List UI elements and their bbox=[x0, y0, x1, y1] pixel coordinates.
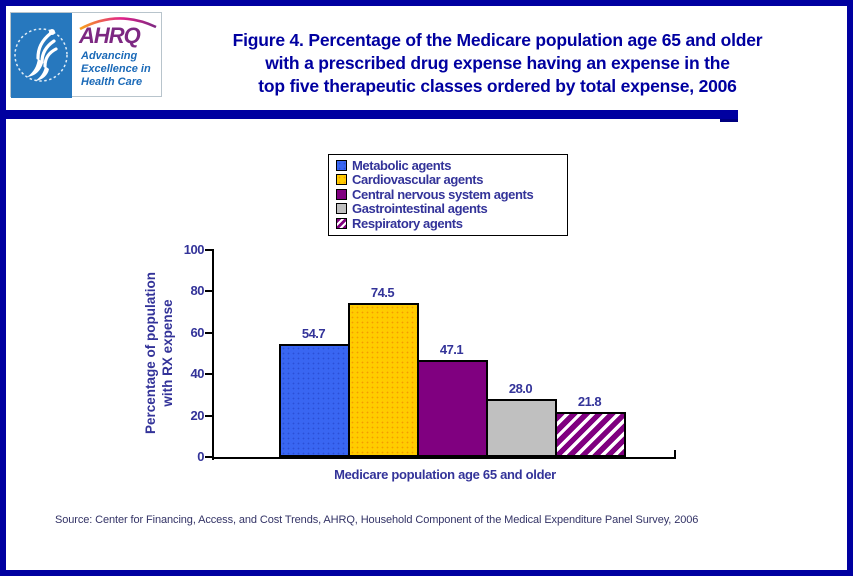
bar-value-label: 74.5 bbox=[370, 285, 395, 300]
hhs-logo-icon bbox=[11, 13, 72, 98]
legend-swatch-icon bbox=[336, 159, 347, 171]
y-tick-mark bbox=[205, 290, 214, 293]
bar-gastrointestinal-agents bbox=[486, 399, 557, 457]
x-axis-title: Medicare population age 65 and older bbox=[334, 467, 556, 482]
y-tick-mark bbox=[205, 456, 214, 458]
legend-swatch-icon bbox=[336, 188, 347, 200]
y-tick-label: 60 bbox=[190, 324, 205, 340]
y-tick-label: 20 bbox=[190, 407, 205, 423]
ahrq-hhs-logo: AHRQ Advancing Excellence in Health Care bbox=[10, 12, 162, 98]
y-tick-label: 100 bbox=[183, 242, 205, 257]
source-note: Source: Center for Financing, Access, an… bbox=[55, 514, 699, 526]
figure-title-line: with a prescribed drug expense having an… bbox=[265, 53, 730, 73]
plot-area: 0 20 40 60 80 100 54.7 74.5 47.1 28.0 21.8 bbox=[184, 242, 676, 464]
bar-cardiovascular-agents bbox=[348, 303, 419, 457]
title-divider-shadow bbox=[720, 119, 738, 122]
hhs-eagle-icon bbox=[11, 13, 72, 98]
legend-item-gastrointestinal-agents: Gastrointestinal agents bbox=[336, 201, 561, 217]
bar-value-label: 28.0 bbox=[508, 381, 533, 396]
legend-item-cardiovascular-agents: Cardiovascular agents bbox=[336, 172, 561, 188]
x-axis-line bbox=[212, 457, 676, 459]
y-tick-mark bbox=[205, 331, 214, 334]
y-tick-label: 40 bbox=[190, 366, 205, 382]
tagline-line: Excellence in bbox=[81, 63, 151, 75]
ahrq-logo-text: AHRQ bbox=[79, 23, 141, 48]
bar-value-label: 21.8 bbox=[577, 394, 602, 409]
chart-legend: Metabolic agents Cardiovascular agents Cen… bbox=[328, 154, 568, 236]
legend-label: Central nervous system agents bbox=[352, 186, 534, 202]
y-tick-mark bbox=[205, 414, 214, 417]
figure-title: Figure 4. Percentage of the Medicare pop… bbox=[156, 29, 839, 98]
legend-item-central-nervous-system-agents: Central nervous system agents bbox=[336, 187, 561, 202]
ahrq-tagline: Advancing Excellence in Health Care bbox=[81, 50, 151, 89]
bar-central-nervous-system-agents bbox=[417, 360, 488, 457]
legend-swatch-icon bbox=[336, 203, 347, 215]
y-axis-line bbox=[212, 250, 214, 460]
bar-respiratory-agents bbox=[555, 412, 626, 457]
figure-title-line: Figure 4. Percentage of the Medicare pop… bbox=[232, 30, 763, 50]
legend-label: Respiratory agents bbox=[352, 215, 463, 231]
bar-value-label: 54.7 bbox=[301, 326, 326, 341]
y-tick-mark bbox=[205, 373, 214, 376]
bar-value-label: 47.1 bbox=[439, 342, 464, 357]
y-tick-label: 80 bbox=[190, 283, 205, 299]
tagline-line: Health Care bbox=[81, 76, 143, 88]
legend-swatch-icon bbox=[336, 217, 347, 229]
figure-title-line: top five therapeutic classes ordered by … bbox=[258, 76, 737, 96]
rainbow-arc-icon bbox=[79, 17, 157, 31]
legend-label: Gastrointestinal agents bbox=[352, 201, 488, 217]
y-axis-title-line: Percentage of population bbox=[143, 271, 158, 435]
bar-metabolic-agents bbox=[279, 344, 350, 457]
y-tick-mark bbox=[205, 249, 214, 252]
title-divider-bar bbox=[6, 110, 738, 119]
legend-items: Metabolic agents Cardiovascular agents Cen… bbox=[336, 158, 561, 231]
legend-item-respiratory-agents: Respiratory agents bbox=[336, 216, 561, 231]
x-axis-end-tick bbox=[674, 450, 676, 458]
legend-label: Metabolic agents bbox=[352, 157, 452, 173]
tagline-line: Advancing bbox=[81, 50, 138, 62]
y-tick-label: 0 bbox=[197, 449, 204, 464]
legend-swatch-icon bbox=[336, 174, 347, 186]
legend-item-metabolic-agents: Metabolic agents bbox=[336, 158, 561, 173]
legend-label: Cardiovascular agents bbox=[352, 172, 484, 188]
ahrq-wordmark-box: AHRQ Advancing Excellence in Health Care bbox=[72, 13, 161, 96]
